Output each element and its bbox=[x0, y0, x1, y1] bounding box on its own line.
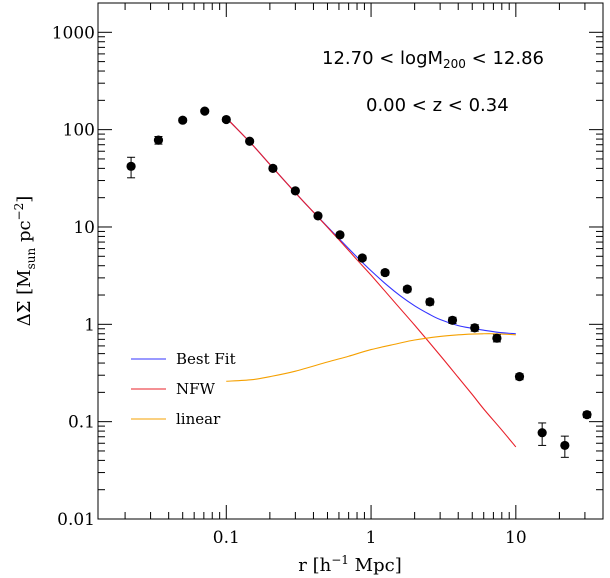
series-line-best-fit bbox=[225, 117, 516, 335]
data-point bbox=[514, 372, 525, 382]
data-point bbox=[268, 163, 278, 173]
axis-ticks bbox=[98, 2, 604, 520]
y-tick-label: 1 bbox=[84, 315, 95, 335]
legend-label-nfw: NFW bbox=[176, 380, 216, 398]
data-point bbox=[470, 323, 480, 333]
data-point bbox=[313, 211, 323, 221]
data-point bbox=[200, 106, 210, 116]
data-point bbox=[380, 267, 390, 278]
data-point bbox=[357, 253, 367, 263]
data-points bbox=[126, 106, 592, 458]
mass-range-annotation: 12.70 < logM200 < 12.86 bbox=[322, 48, 544, 71]
y-tick-label: 100 bbox=[63, 121, 95, 141]
data-point bbox=[290, 186, 300, 196]
data-point bbox=[402, 284, 412, 294]
series-line-linear bbox=[226, 333, 516, 382]
data-point bbox=[153, 135, 164, 145]
y-tick-label: 0.01 bbox=[57, 510, 95, 530]
y-tick-label: 10 bbox=[73, 218, 95, 238]
data-point bbox=[492, 333, 502, 343]
data-point bbox=[582, 410, 592, 420]
legend-label-linear: linear bbox=[176, 410, 221, 428]
data-point bbox=[221, 114, 231, 125]
data-point bbox=[537, 428, 547, 438]
data-point bbox=[335, 230, 345, 240]
legend: Best Fit NFW linear bbox=[131, 350, 236, 428]
data-point bbox=[447, 315, 458, 325]
tick-labels: 0.1 1 10 0.01 0.1 1 10 100 1000 bbox=[52, 23, 527, 548]
x-tick-label: 10 bbox=[505, 528, 527, 548]
data-point bbox=[245, 136, 255, 146]
x-axis-title: r [h−1 Mpc] bbox=[298, 553, 401, 576]
data-point bbox=[126, 161, 136, 171]
y-axis-title: ΔΣ [Msun pc−2] bbox=[12, 196, 38, 327]
annotation-group: 12.70 < logM200 < 12.86 0.00 < z < 0.34 bbox=[322, 48, 544, 116]
series-line-nfw bbox=[225, 117, 517, 448]
data-point bbox=[425, 297, 435, 307]
y-tick-label: 0.1 bbox=[68, 413, 95, 433]
data-point bbox=[178, 115, 188, 125]
legend-label-best-fit: Best Fit bbox=[176, 350, 236, 368]
mass-subscript: 200 bbox=[443, 57, 466, 71]
x-tick-label: 0.1 bbox=[213, 528, 240, 548]
redshift-range-annotation: 0.00 < z < 0.34 bbox=[366, 95, 509, 116]
x-tick-label: 1 bbox=[366, 528, 377, 548]
y-tick-label: 1000 bbox=[52, 23, 95, 43]
plot-frame bbox=[97, 2, 604, 520]
data-point bbox=[560, 440, 570, 451]
